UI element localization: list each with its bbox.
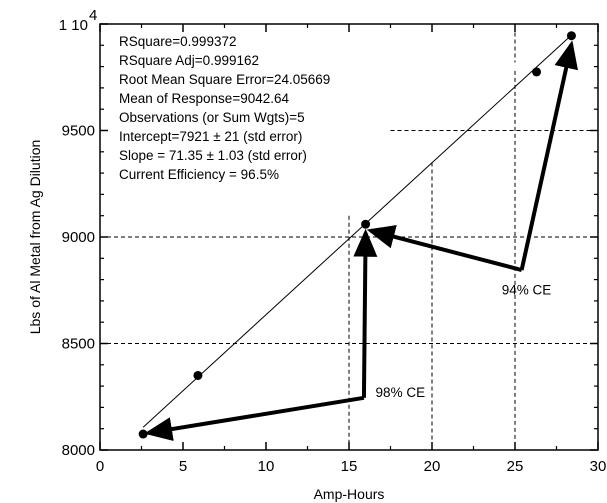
x-tick-label: 10 <box>258 458 275 475</box>
data-point <box>532 67 542 77</box>
data-point <box>193 370 203 380</box>
stat-line: Slope = 71.35 ± 1.03 (std error) <box>119 148 307 163</box>
x-tick-label: 30 <box>590 458 607 475</box>
y-tick-label: 9000 <box>62 229 95 246</box>
y-top-tick-exponent: 4 <box>89 7 97 24</box>
y-axis-label: Lbs of Al Metal from Ag Dilution <box>27 140 43 335</box>
x-tick-label: 15 <box>341 458 358 475</box>
y-top-tick-label: 1 10 <box>59 17 88 34</box>
annotation-label: 94% CE <box>502 283 552 298</box>
y-top-tick-mantissa: 1 10 <box>59 17 88 34</box>
x-tick-label: 0 <box>96 458 104 475</box>
y-tick-label: 8000 <box>62 442 95 459</box>
y-tick-label: 9500 <box>62 123 95 140</box>
annotation-arrow <box>144 395 365 441</box>
stat-line: Current Efficiency = 96.5% <box>119 167 279 182</box>
annotation-label: 98% CE <box>376 385 426 400</box>
text-layer: 0 5 10 15 20 25 30 8000 8500 9000 9500 1 104 Amp-Hou… <box>27 7 606 502</box>
x-tick-label: 5 <box>179 458 187 475</box>
stat-line: RSquare Adj=0.999162 <box>119 53 259 68</box>
stat-line: Intercept=7921 ± 21 (std error) <box>119 129 302 144</box>
stat-line: Root Mean Square Error=24.05669 <box>119 72 330 87</box>
annotation-arrow <box>519 40 578 271</box>
x-tick-label: 20 <box>424 458 441 475</box>
annotation-arrow <box>353 228 378 398</box>
data-points <box>138 31 576 439</box>
y-tick-label: 8500 <box>62 336 95 353</box>
x-tick-label: 25 <box>507 458 524 475</box>
stat-line: Mean of Response=9042.64 <box>119 91 289 106</box>
stat-line: RSquare=0.999372 <box>119 34 236 49</box>
annotation-arrows <box>144 40 578 441</box>
annotation-arrow <box>366 225 523 272</box>
x-axis-label: Amp-Hours <box>314 486 385 502</box>
data-point <box>361 219 371 229</box>
stat-line: Observations (or Sum Wgts)=5 <box>119 110 305 125</box>
data-point <box>138 429 148 439</box>
axis-ticks <box>99 23 599 451</box>
data-point <box>566 31 576 41</box>
grid-lines <box>100 32 598 450</box>
